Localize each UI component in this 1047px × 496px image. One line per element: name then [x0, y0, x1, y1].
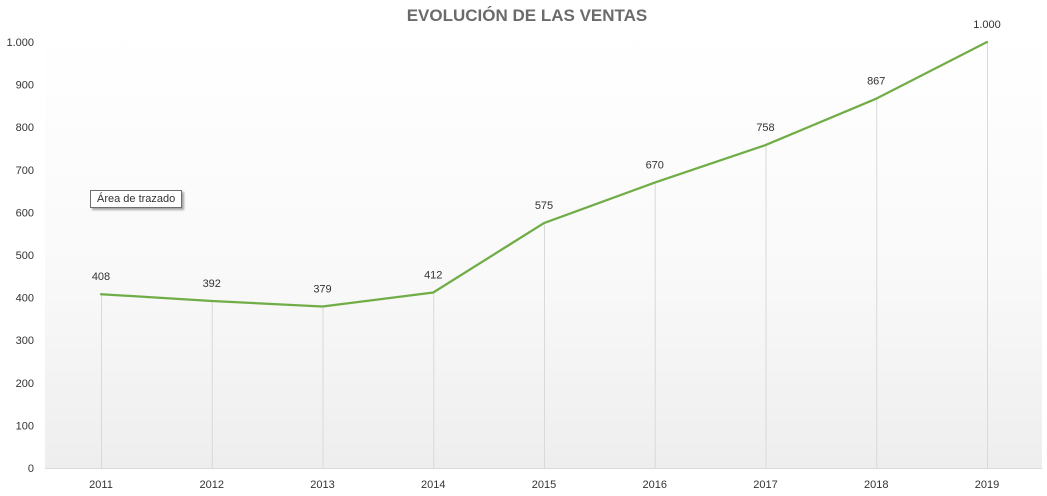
data-label: 379	[313, 284, 331, 296]
x-tick-label: 2012	[200, 479, 224, 491]
plot-area-tooltip: Área de trazado	[90, 190, 183, 208]
x-tick-label: 2017	[753, 479, 777, 491]
y-tick-label: 100	[16, 420, 34, 432]
drop-lines	[101, 42, 988, 468]
series-line[interactable]	[99, 40, 989, 308]
data-label: 575	[535, 200, 553, 212]
y-tick-label: 300	[16, 335, 34, 347]
data-labels: 408 392 379 412 575 670 758 867 1.000	[92, 19, 1001, 296]
x-tick-label: 2013	[310, 479, 334, 491]
data-label: 670	[646, 160, 664, 172]
y-tick-label: 0	[28, 463, 34, 475]
data-label: 1.000	[973, 19, 1001, 31]
data-label: 758	[756, 122, 774, 134]
data-label: 408	[92, 271, 110, 283]
x-tick-label: 2014	[421, 479, 445, 491]
chart-title: EVOLUCIÓN DE LAS VENTAS	[407, 6, 648, 25]
y-tick-label: 900	[16, 80, 34, 92]
x-tick-label: 2019	[975, 479, 999, 491]
y-tick-label: 200	[16, 378, 34, 390]
y-tick-label: 400	[16, 293, 34, 305]
y-tick-label: 1.000	[6, 37, 34, 49]
data-label: 392	[203, 278, 221, 290]
x-tick-label: 2015	[532, 479, 556, 491]
x-tick-label: 2016	[643, 479, 667, 491]
y-axis: 0 100 200 300 400 500 600 700 800 900 1.000	[6, 37, 34, 475]
y-tick-label: 500	[16, 250, 34, 262]
y-tick-label: 800	[16, 122, 34, 134]
x-axis: 2011 2012 2013 2014 2015 2016 2017 2018 2019	[89, 479, 999, 491]
data-label: 867	[867, 76, 885, 88]
plot-area[interactable]	[45, 30, 1042, 468]
y-tick-label: 700	[16, 165, 34, 177]
x-tick-label: 2011	[89, 479, 113, 491]
y-tick-label: 600	[16, 207, 34, 219]
x-tick-label: 2018	[864, 479, 888, 491]
data-label: 412	[424, 269, 442, 281]
